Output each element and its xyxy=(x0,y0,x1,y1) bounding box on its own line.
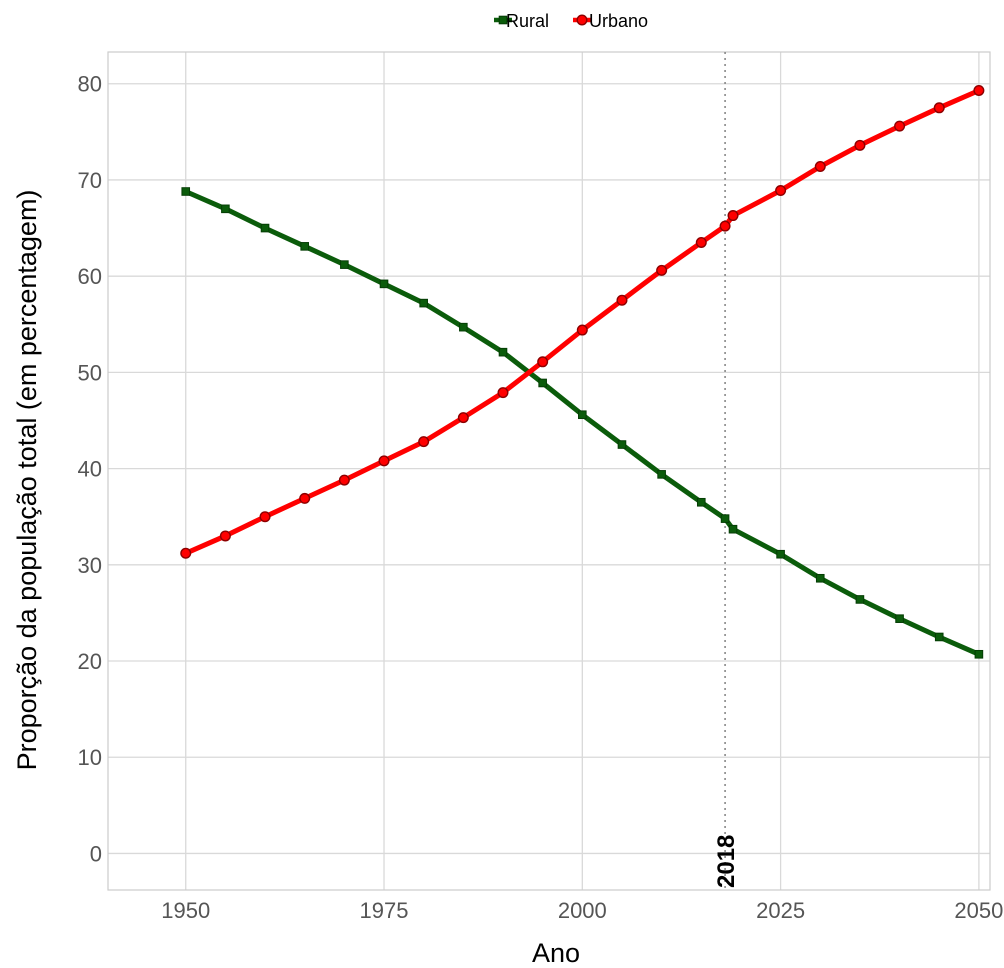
x-tick-label: 2000 xyxy=(558,898,607,923)
data-point xyxy=(578,410,587,420)
annotation-2018: 2018 xyxy=(713,52,740,890)
legend-key-marker xyxy=(576,14,588,26)
legend-key-marker xyxy=(498,15,508,25)
y-axis-title: Proporção da população total (em percent… xyxy=(12,190,42,771)
data-point xyxy=(720,514,730,523)
data-point xyxy=(974,649,984,659)
y-tick-label: 50 xyxy=(78,360,102,385)
data-point xyxy=(973,84,985,96)
data-point xyxy=(221,204,230,214)
data-point xyxy=(656,264,668,276)
y-tick-label: 40 xyxy=(78,457,102,482)
x-tick-label: 2050 xyxy=(954,898,1003,923)
data-point xyxy=(538,378,547,388)
y-axis-tick-labels: 0 10 20 30 40 50 60 70 80 xyxy=(78,72,102,867)
series-urbano xyxy=(180,84,985,559)
y-tick-label: 60 xyxy=(78,264,102,289)
data-point xyxy=(419,298,428,308)
data-point xyxy=(180,547,192,559)
data-point xyxy=(340,260,349,269)
data-point xyxy=(695,236,707,248)
data-point xyxy=(727,210,739,222)
data-point xyxy=(459,322,468,332)
legend-label-urbano: Urbano xyxy=(589,11,648,31)
data-point xyxy=(934,632,944,642)
data-point xyxy=(299,492,311,504)
legend-label-rural: Rural xyxy=(506,11,549,31)
legend-item-urbano[interactable]: Urbano xyxy=(573,11,648,31)
series-line-rural xyxy=(183,189,982,657)
data-point xyxy=(457,412,469,424)
data-point xyxy=(894,120,906,132)
data-point xyxy=(338,474,350,486)
reference-label-2018: 2018 xyxy=(713,835,740,888)
data-point xyxy=(497,387,509,399)
data-point xyxy=(181,187,191,196)
data-point xyxy=(728,524,738,534)
data-point xyxy=(815,573,825,583)
y-tick-label: 70 xyxy=(78,168,102,193)
data-point xyxy=(617,440,627,449)
y-tick-label: 30 xyxy=(78,553,102,578)
data-point xyxy=(814,160,826,172)
data-point xyxy=(219,530,231,542)
x-tick-label: 2025 xyxy=(756,898,805,923)
data-point xyxy=(895,614,904,623)
data-point xyxy=(854,139,866,151)
data-point xyxy=(498,347,508,357)
grid-lines xyxy=(108,52,990,890)
x-axis-title: Ano xyxy=(532,938,580,968)
data-point xyxy=(300,242,310,251)
y-tick-label: 10 xyxy=(78,745,102,770)
x-axis-tick-labels: 1950 1975 2000 2025 2050 xyxy=(161,898,1003,923)
legend-item-rural[interactable]: Rural xyxy=(494,11,549,31)
data-point xyxy=(776,549,785,559)
data-point xyxy=(537,356,549,368)
data-point xyxy=(657,470,666,479)
data-point xyxy=(855,595,865,604)
y-tick-label: 0 xyxy=(90,841,102,866)
y-tick-label: 20 xyxy=(78,649,102,674)
data-point xyxy=(775,185,787,197)
data-point xyxy=(259,511,271,523)
y-tick-label: 80 xyxy=(78,72,102,97)
data-point xyxy=(418,436,430,448)
series-line-urbano xyxy=(183,88,982,556)
data-point xyxy=(260,223,270,233)
plot-panel-border xyxy=(107,51,991,891)
x-tick-label: 1975 xyxy=(360,898,409,923)
series-rural xyxy=(181,187,984,659)
data-point xyxy=(933,102,945,114)
data-point xyxy=(616,294,628,306)
legend[interactable]: Rural Urbano xyxy=(494,11,648,31)
series-layer xyxy=(180,84,985,659)
data-point xyxy=(576,324,588,336)
data-point xyxy=(696,497,706,507)
data-point xyxy=(719,220,731,232)
data-point xyxy=(379,279,389,289)
x-tick-label: 1950 xyxy=(161,898,210,923)
data-point xyxy=(378,455,390,467)
